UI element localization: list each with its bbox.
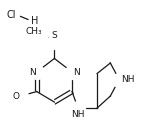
Text: H: H bbox=[31, 16, 38, 26]
Text: S: S bbox=[51, 31, 57, 40]
Text: N: N bbox=[29, 68, 36, 77]
Text: CH₃: CH₃ bbox=[25, 27, 42, 36]
Text: NH: NH bbox=[121, 75, 134, 84]
Text: O: O bbox=[13, 92, 20, 101]
Text: NH: NH bbox=[71, 110, 85, 119]
Text: N: N bbox=[73, 68, 80, 77]
Text: Cl: Cl bbox=[7, 10, 16, 20]
